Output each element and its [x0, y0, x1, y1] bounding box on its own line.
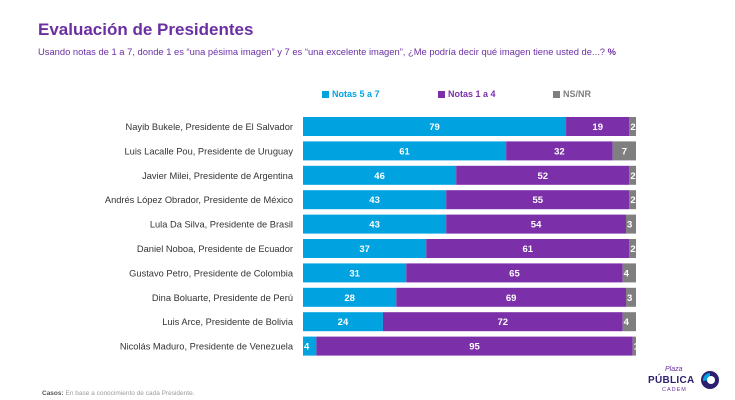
- category-label: Lula Da Silva, Presidente de Brasil: [150, 220, 293, 230]
- footer-note: Casos: En base a conocimiento de cada Pr…: [42, 390, 195, 397]
- chart-title: Evaluación de Presidentes: [38, 20, 254, 39]
- bar-notas-5-a-7: [303, 336, 317, 356]
- data-label-notas-1-a-4: 19: [592, 122, 603, 133]
- legend-label-notas-5-a-7: Notas 5 a 7: [332, 89, 380, 99]
- bar-notas-1-a-4: [566, 117, 630, 136]
- data-label-notas-1-a-4: 72: [498, 317, 509, 328]
- data-label-notas-5-a-7: 43: [369, 220, 380, 231]
- bar-notas-5-a-7: [303, 190, 447, 210]
- data-label-notas-5-a-7: 46: [374, 171, 385, 182]
- bar-ns-nr: [629, 239, 636, 258]
- bar-notas-5-a-7: [303, 287, 397, 307]
- bar-notas-1-a-4: [406, 263, 623, 283]
- data-label-notas-5-a-7: 24: [338, 317, 349, 328]
- bar-notas-5-a-7: [303, 214, 447, 234]
- bar-ns-nr: [629, 117, 636, 136]
- legend-item-ns-nr: NS/NR: [553, 89, 591, 99]
- data-label-ns-nr: 4: [624, 317, 630, 328]
- bar-notas-1-a-4: [446, 190, 630, 210]
- footer-label: Casos:: [42, 390, 64, 397]
- bar-ns-nr: [622, 263, 636, 283]
- data-label-notas-1-a-4: 32: [554, 146, 565, 157]
- data-label-ns-nr: 7: [622, 146, 627, 157]
- bar-ns-nr: [612, 141, 636, 161]
- category-label: Andrés López Obrador, Presidente de Méxi…: [105, 195, 293, 205]
- logo-bubble-icon: [701, 371, 719, 389]
- category-label: Daniel Noboa, Presidente de Ecuador: [137, 244, 293, 254]
- data-label-notas-5-a-7: 28: [344, 293, 355, 304]
- data-label-ns-nr: 2: [630, 195, 635, 206]
- data-label-notas-5-a-7: 79: [429, 122, 440, 133]
- data-label-notas-5-a-7: 4: [304, 342, 310, 353]
- legend-swatch-notas-5-a-7: [322, 90, 329, 98]
- footer-text: En base a conocimiento de cada President…: [65, 390, 195, 397]
- data-label-ns-nr: 1: [634, 342, 640, 353]
- bar-ns-nr: [626, 214, 636, 234]
- category-label: Javier Milei, Presidente de Argentina: [142, 171, 294, 181]
- data-label-notas-5-a-7: 37: [359, 244, 370, 255]
- bar-notas-5-a-7: [303, 141, 507, 161]
- data-label-notas-1-a-4: 69: [506, 293, 517, 304]
- data-label-ns-nr: 3: [627, 293, 632, 304]
- chart-legend: Notas 5 a 7 Notas 1 a 4 NS/NR: [0, 89, 735, 103]
- legend-item-notas-1-a-4: Notas 1 a 4: [438, 89, 496, 99]
- logo-line-2: PÚBLICA: [648, 375, 695, 386]
- data-label-notas-1-a-4: 65: [509, 268, 520, 279]
- legend-label-ns-nr: NS/NR: [563, 89, 592, 99]
- data-label-notas-1-a-4: 55: [532, 195, 543, 206]
- legend-swatch-notas-1-a-4: [438, 90, 445, 98]
- category-label: Dina Boluarte, Presidente de Perú: [152, 293, 293, 303]
- category-label: Luis Lacalle Pou, Presidente de Uruguay: [125, 146, 294, 156]
- data-label-notas-1-a-4: 54: [531, 220, 542, 231]
- chart-subtitle: Usando notas de 1 a 7, donde 1 es “una p…: [38, 46, 708, 57]
- data-label-ns-nr: 2: [630, 171, 635, 182]
- data-label-notas-1-a-4: 95: [469, 342, 480, 353]
- logo-line-1: Plaza: [665, 366, 683, 373]
- bar-notas-5-a-7: [303, 165, 457, 185]
- bar-notas-1-a-4: [426, 239, 630, 258]
- bar-ns-nr: [626, 287, 636, 307]
- bar-notas-1-a-4: [456, 165, 630, 185]
- subtitle-unit: %: [607, 46, 616, 57]
- bar-notas-1-a-4: [382, 312, 623, 332]
- data-label-notas-5-a-7: 61: [399, 146, 410, 157]
- data-label-notas-1-a-4: 52: [537, 171, 548, 182]
- bar-notas-1-a-4: [506, 141, 613, 161]
- category-label: Gustavo Petro, Presidente de Colombia: [129, 268, 294, 278]
- bar-notas-1-a-4: [316, 336, 633, 356]
- data-label-ns-nr: 2: [630, 244, 635, 255]
- data-label-notas-5-a-7: 43: [369, 195, 380, 206]
- data-label-ns-nr: 3: [627, 220, 632, 231]
- data-label-notas-5-a-7: 31: [349, 268, 360, 279]
- bar-notas-5-a-7: [303, 312, 383, 332]
- data-label-notas-1-a-4: 61: [522, 244, 533, 255]
- bar-notas-5-a-7: [303, 117, 567, 136]
- bar-notas-5-a-7: [303, 263, 407, 283]
- bar-notas-1-a-4: [396, 287, 627, 307]
- logo-line-3: CADEM: [662, 387, 687, 393]
- plaza-publica-cadem-logo: Plaza PÚBLICA CADEM: [648, 366, 728, 396]
- bar-ns-nr: [622, 312, 636, 332]
- legend-item-notas-5-a-7: Notas 5 a 7: [322, 89, 380, 99]
- bar-notas-5-a-7: [303, 239, 427, 258]
- data-label-ns-nr: 2: [630, 122, 635, 133]
- subtitle-question: Usando notas de 1 a 7, donde 1 es “una p…: [38, 46, 606, 57]
- category-label: Nicolás Maduro, Presidente de Venezuela: [120, 342, 294, 352]
- legend-swatch-ns-nr: [553, 90, 560, 98]
- bar-notas-1-a-4: [446, 214, 627, 234]
- bar-ns-nr: [629, 190, 636, 210]
- bar-ns-nr: [629, 165, 636, 185]
- category-label: Nayib Bukele, Presidente de El Salvador: [126, 122, 293, 132]
- category-label: Luis Arce, Presidente de Bolivia: [162, 317, 294, 327]
- data-label-ns-nr: 4: [624, 268, 630, 279]
- legend-label-notas-1-a-4: Notas 1 a 4: [448, 89, 496, 99]
- bar-ns-nr: [632, 336, 636, 356]
